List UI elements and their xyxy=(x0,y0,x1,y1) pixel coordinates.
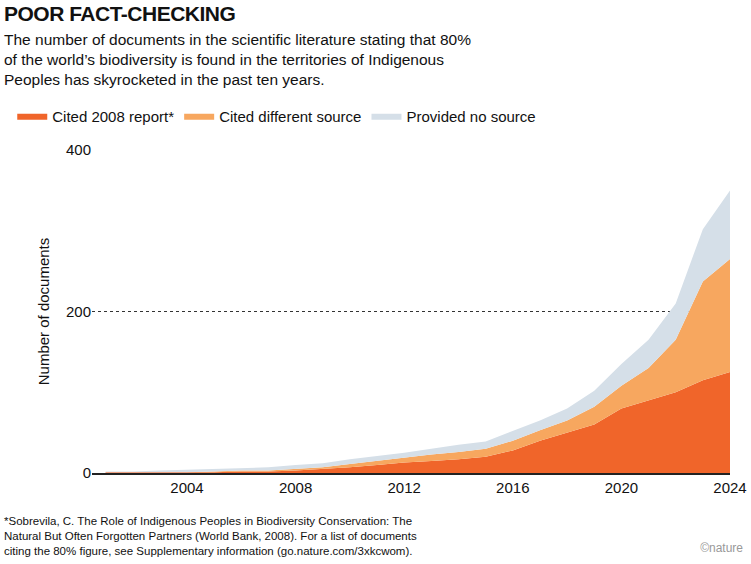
svg-text:Cited 2008 report*: Cited 2008 report* xyxy=(52,108,174,125)
svg-text:Cited different source: Cited different source xyxy=(219,108,361,125)
svg-text:2016: 2016 xyxy=(496,479,529,496)
html-text:©nature: ©nature xyxy=(700,541,743,555)
svg-text:0: 0 xyxy=(83,464,91,481)
svg-text:200: 200 xyxy=(66,303,91,320)
svg-text:2008: 2008 xyxy=(279,479,312,496)
html-text:citing the 80% figure, see Sup: citing the 80% figure, see Supplementary… xyxy=(4,545,413,557)
svg-text:400: 400 xyxy=(66,141,91,158)
svg-text:Provided no source: Provided no source xyxy=(406,108,535,125)
html-text:Natural But Often Forgotten Pa: Natural But Often Forgotten Partners (Wo… xyxy=(4,530,417,542)
html-text:*Sobrevila, C. The Role of Ind: *Sobrevila, C. The Role of Indigenous Pe… xyxy=(4,515,413,527)
html-text:POOR FACT-CHECKING: POOR FACT-CHECKING xyxy=(4,2,236,25)
html-text:The number of documents in the: The number of documents in the scientifi… xyxy=(4,31,471,48)
svg-text:Number of documents: Number of documents xyxy=(35,238,52,386)
html-text:Peoples has skyrocketed in the: Peoples has skyrocketed in the past ten … xyxy=(4,71,325,88)
html-text:of the world’s biodiversity is: of the world’s biodiversity is found in … xyxy=(4,51,444,68)
svg-text:2024: 2024 xyxy=(713,479,746,496)
svg-text:2020: 2020 xyxy=(605,479,638,496)
svg-text:2012: 2012 xyxy=(388,479,421,496)
svg-text:2004: 2004 xyxy=(170,479,203,496)
